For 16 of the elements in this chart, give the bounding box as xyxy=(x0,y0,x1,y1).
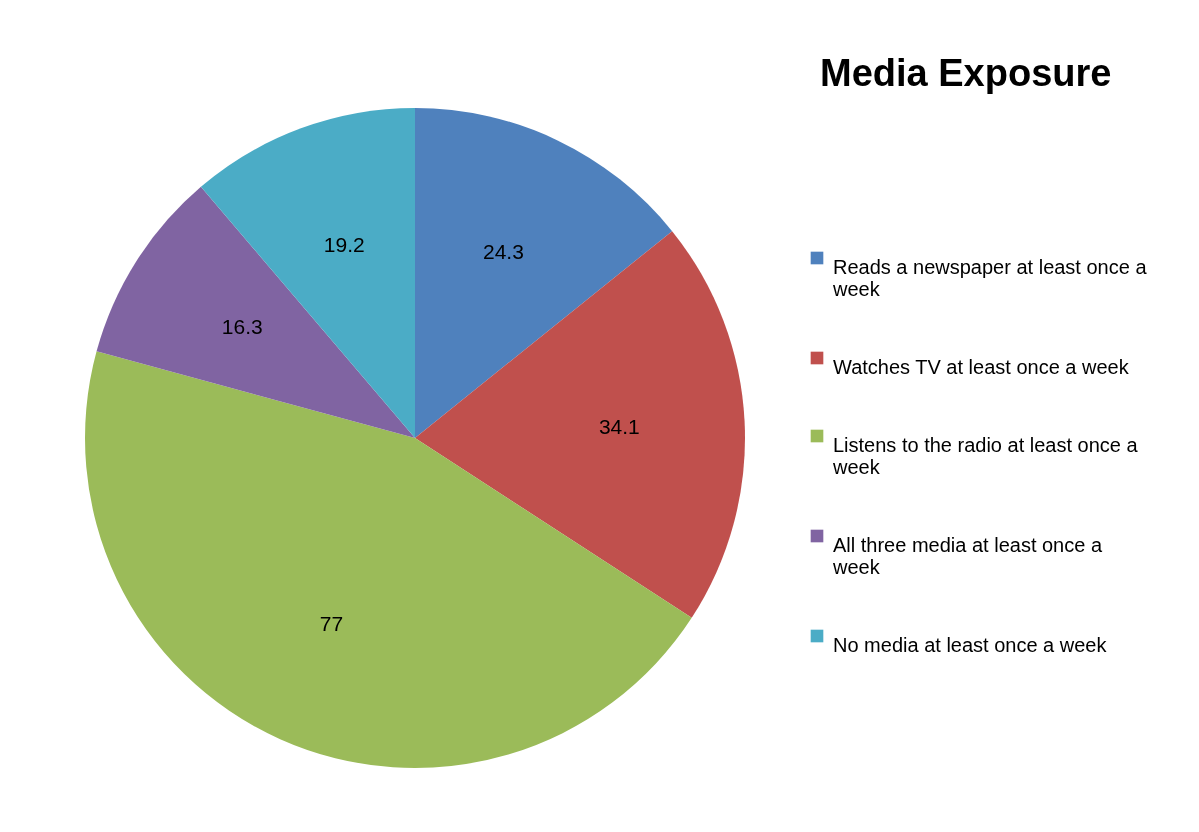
pie-slice xyxy=(415,108,673,438)
pie-slice xyxy=(85,351,692,768)
legend-label: No media at least once a week xyxy=(833,634,1108,656)
pie-slice xyxy=(200,108,415,438)
data-label: 34.1 xyxy=(598,414,640,438)
data-label: 19.2 xyxy=(323,233,365,257)
pie-slice xyxy=(96,186,415,438)
chart-title: Media Exposure xyxy=(820,52,1112,94)
legend-label: Listens to the radio at least once a week xyxy=(832,434,1139,478)
data-label: 24.3 xyxy=(482,240,524,264)
pie-slice xyxy=(415,231,745,618)
data-label: 16.3 xyxy=(221,315,263,339)
legend-label: All three media at least once a week xyxy=(832,534,1103,578)
data-label: 77 xyxy=(319,611,344,635)
legend-label: Watches TV at least once a week xyxy=(833,356,1130,378)
legend-label: Reads a newspaper at least once a week xyxy=(832,256,1148,300)
